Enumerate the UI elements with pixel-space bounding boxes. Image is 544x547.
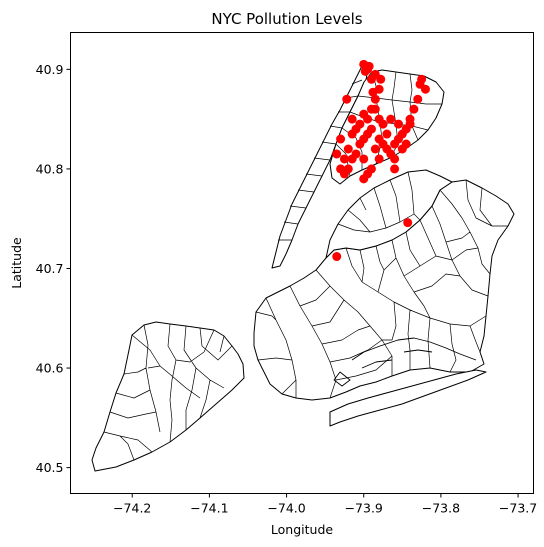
pollution-point [347,114,357,124]
y-tick-label: 40.7 [36,261,64,276]
x-axis-title: Longitude [271,522,333,537]
pollution-point [332,149,342,159]
pollution-point [382,129,392,139]
pollution-point [347,154,357,164]
x-tick-label: −73.9 [345,501,383,516]
x-tick-label: −74.0 [267,501,305,516]
y-tick-label: 40.6 [36,361,64,376]
pollution-point [374,114,384,124]
pollution-point [359,174,369,184]
x-tick-label: −74.2 [113,501,151,516]
pollution-point [376,74,386,84]
x-tick-label: −74.1 [190,501,228,516]
pollution-point [374,154,384,164]
pollution-point [360,66,370,76]
queens-north-districts [337,171,421,233]
pollution-point [332,252,342,262]
y-tick-label: 40.5 [36,460,64,475]
queens-north-outline [325,169,453,259]
manhattan-districts [278,79,363,241]
x-tick-label: −73.7 [499,501,537,516]
pollution-point [347,129,357,139]
plot-frame [70,32,534,494]
pollution-point [409,104,419,114]
pollution-layer [332,59,430,262]
pollution-point [370,144,380,154]
pollution-point [403,218,413,228]
pollution-point [415,79,425,89]
staten-island-districts [103,323,233,461]
x-axis: −74.2 −74.1 −74.0 −73.9 −73.8 −73.7 [113,493,537,516]
pollution-point [336,164,346,174]
pollution-point [339,154,349,164]
pollution-point [393,119,403,129]
pollution-point [413,94,423,104]
pollution-point [366,124,376,134]
pollution-point [370,94,380,104]
y-tick-label: 40.8 [36,161,64,176]
pollution-point [405,114,415,124]
y-tick-label: 40.9 [36,62,64,77]
pollution-point [343,144,353,154]
pollution-point [342,94,352,104]
chart-title: NYC Pollution Levels [211,10,362,28]
x-tick-label: −73.8 [422,501,460,516]
pollution-point [390,154,400,164]
pollution-point [386,114,396,124]
pollution-point [336,134,346,144]
pollution-point [370,104,380,114]
y-axis: 40.5 40.6 40.7 40.8 40.9 [36,62,71,475]
jamaica-bay-marsh [333,337,477,387]
pollution-point [355,119,365,129]
boroughs-map [91,65,515,472]
pollution-point [359,154,369,164]
brooklyn-queens-districts [255,179,508,399]
rockaway-outline [329,369,487,427]
pollution-point [359,109,369,119]
pollution-point [401,139,411,149]
pollution-point [390,139,400,149]
pollution-point [368,87,378,97]
y-axis-title: Latitude [9,237,24,289]
pollution-point [390,164,400,174]
